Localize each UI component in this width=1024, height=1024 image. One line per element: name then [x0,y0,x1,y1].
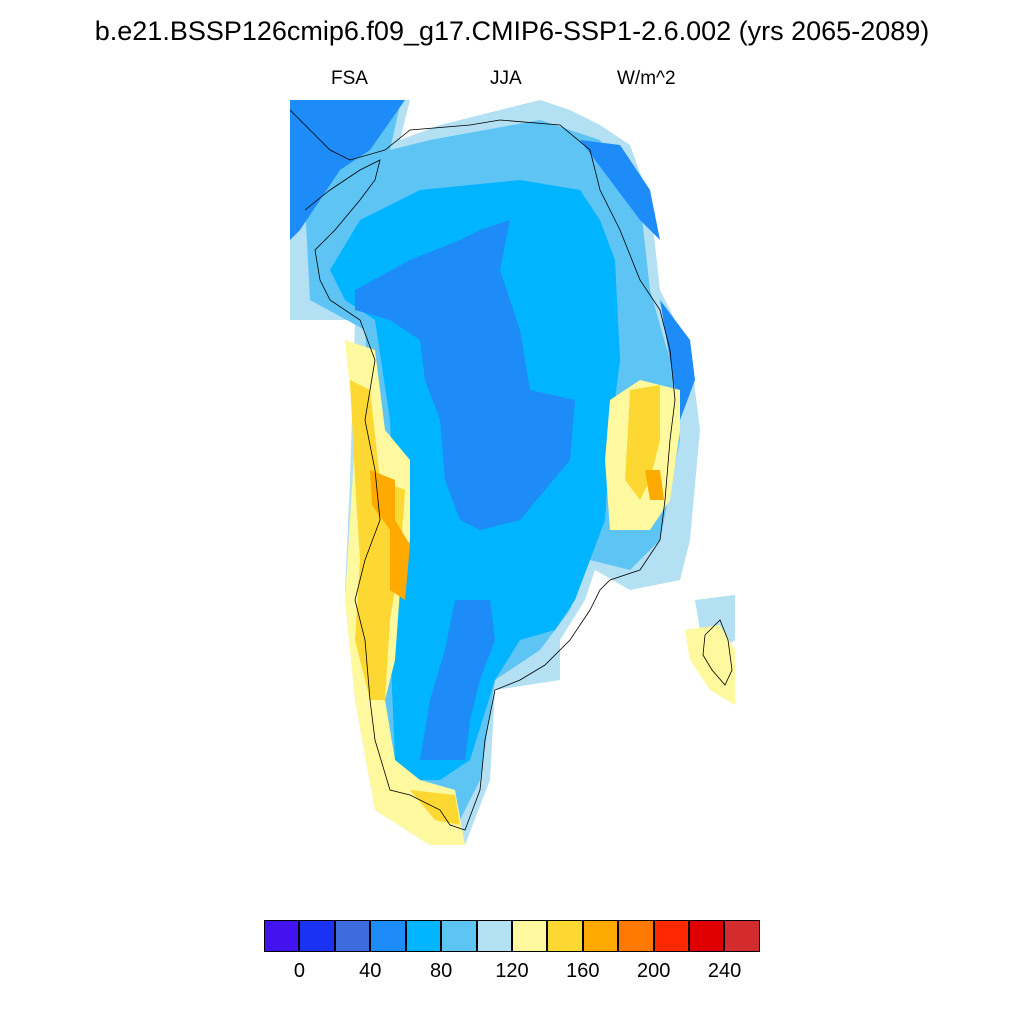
colorbar-swatch [264,920,300,952]
east-coast-dark [660,300,695,420]
colorbar-swatch [370,920,406,952]
colorbar-swatch [299,920,335,952]
iceland-coastline [702,619,733,686]
colorbar-swatch [476,920,512,952]
colorbar-swatch [511,920,548,952]
colorbar-tick-label: 160 [566,960,600,982]
colorbar-tick-label: 120 [495,960,529,982]
colorbar-swatch [547,920,583,952]
south-core [420,600,495,760]
colorbar-swatch [582,920,619,952]
colorbar-tick-label: 0 [293,960,305,982]
east-coast-orange [645,470,664,500]
variable-label: FSA [331,68,368,89]
west-coast-hot [350,380,405,700]
colorbar-swatch [618,920,654,952]
colorbar [264,920,760,952]
northeast-coast-dark [580,140,660,240]
iceland-warm [685,625,735,705]
colorbar-tick-label: 40 [359,960,382,982]
northwest-coast-dark [290,100,405,240]
colorbar-tick-label: 80 [430,960,453,982]
units-label: W/m^2 [617,68,676,89]
colorbar-swatch [441,920,477,952]
colorbar-tick-label: 240 [707,960,742,982]
plot-title: b.e21.BSSP126cmip6.f09_g17.CMIP6-SSP1-2.… [94,16,930,46]
colorbar-swatch [653,920,690,952]
colorbar-swatch [689,920,725,952]
colorbar-swatch [334,920,371,952]
season-label: JJA [490,68,522,89]
map-field [289,100,735,845]
interior-core [355,220,575,530]
colorbar-swatch [724,920,760,952]
coastline [289,109,676,831]
west-coast-orange [370,470,410,600]
colorbar-tick-label: 200 [637,960,671,982]
colorbar-swatch [405,920,442,952]
